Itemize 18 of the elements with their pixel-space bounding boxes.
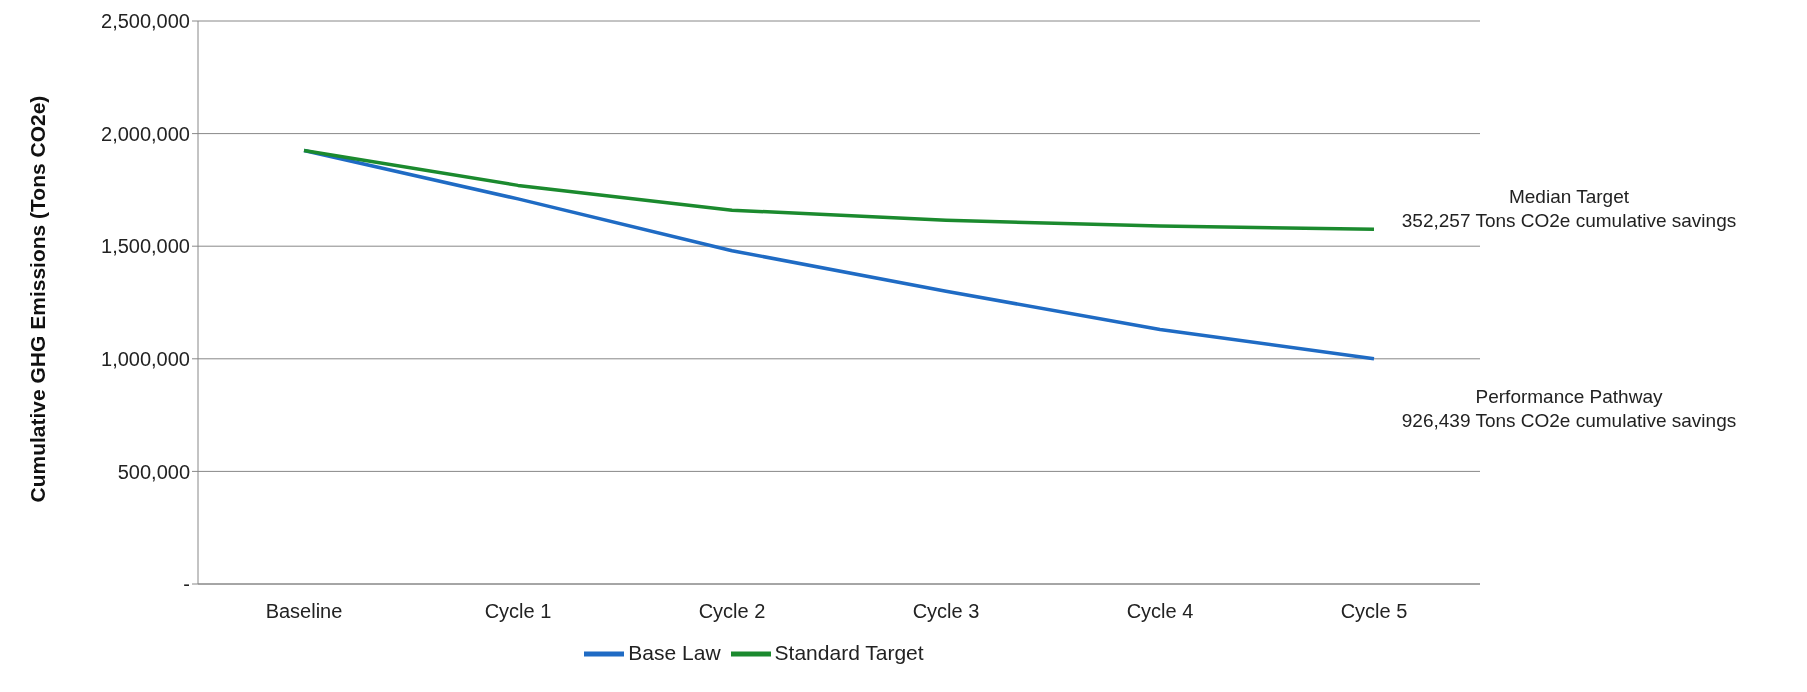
legend-label: Base Law xyxy=(628,640,721,664)
y-tick-label: 2,000,000 xyxy=(101,122,190,145)
y-tick-label: - xyxy=(183,573,190,596)
x-tick-label: Cycle 3 xyxy=(912,600,980,623)
line-series xyxy=(302,148,1376,232)
legend-label: Standard Target xyxy=(774,640,924,664)
x-tick-label: Baseline xyxy=(265,600,343,623)
x-tick-label: Cycle 5 xyxy=(1340,600,1408,623)
x-tick-label: Cycle 2 xyxy=(698,600,766,623)
annotation: Median Target 352,257 Tons CO2e cumulative savings xyxy=(1401,186,1737,232)
x-tick-label: Cycle 1 xyxy=(484,600,552,623)
y-axis-title: Cumulative GHG Emissions (Tons CO2e) xyxy=(26,95,50,503)
annotation: Performance Pathway 926,439 Tons CO2e cumulative savings xyxy=(1401,385,1737,431)
y-tick-label: 1,000,000 xyxy=(101,347,190,370)
y-tick-label: 1,500,000 xyxy=(101,235,190,258)
x-tick-label: Cycle 4 xyxy=(1126,600,1194,623)
y-tick-label: 500,000 xyxy=(117,460,190,483)
y-tick-label: 2,500,000 xyxy=(101,10,190,33)
